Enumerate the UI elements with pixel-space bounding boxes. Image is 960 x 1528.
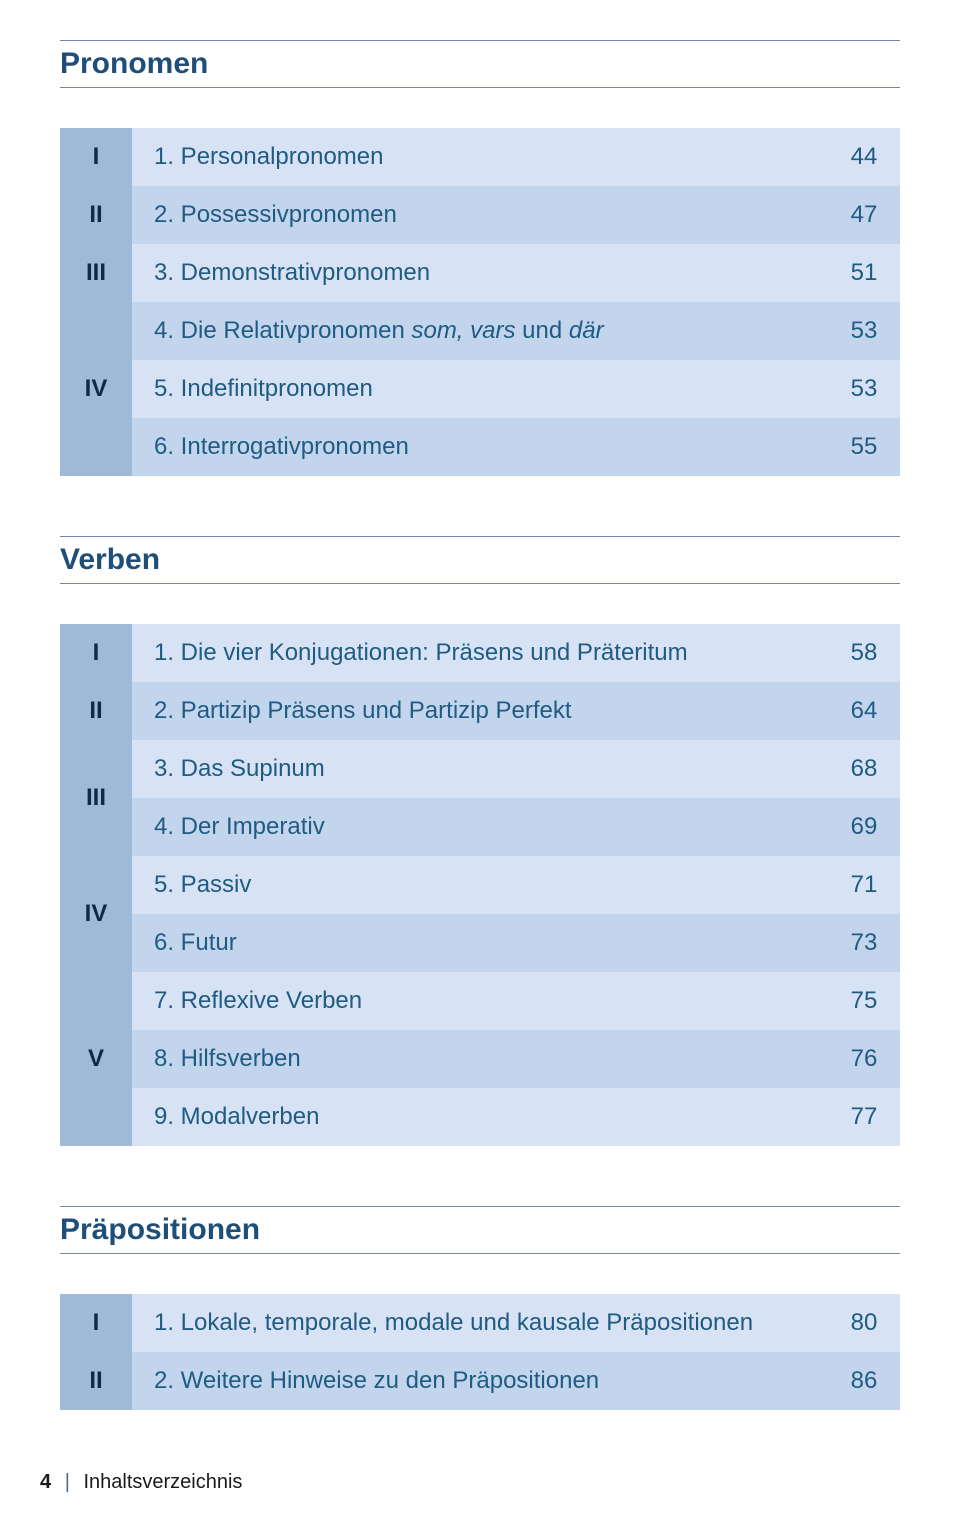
page-cell: 44 xyxy=(828,128,900,186)
table-row: 4. Der Imperativ 69 xyxy=(60,798,900,856)
section-title-praepositionen: Präpositionen xyxy=(60,1206,900,1254)
label-cell: 8. Hilfsverben xyxy=(132,1030,828,1088)
label-cell: 5. Passiv xyxy=(132,856,828,914)
table-row: II 2. Possessivpronomen 47 xyxy=(60,186,900,244)
toc-table-praepositionen: I 1. Lokale, temporale, modale und kausa… xyxy=(60,1294,900,1410)
label-cell: 7. Reflexive Verben xyxy=(132,972,828,1030)
table-row: II 2. Partizip Präsens und Partizip Perf… xyxy=(60,682,900,740)
table-row: IV 4. Die Relativpronomen som, vars und … xyxy=(60,302,900,360)
page-cell: 76 xyxy=(828,1030,900,1088)
table-row: II 2. Weitere Hinweise zu den Präpositio… xyxy=(60,1352,900,1410)
page-cell: 77 xyxy=(828,1088,900,1146)
table-row: 9. Modalverben 77 xyxy=(60,1088,900,1146)
label-cell: 1. Lokale, temporale, modale und kausale… xyxy=(132,1294,828,1352)
label-cell: 9. Modalverben xyxy=(132,1088,828,1146)
page-cell: 53 xyxy=(828,360,900,418)
roman-cell: III xyxy=(60,740,132,856)
page-cell: 68 xyxy=(828,740,900,798)
page-cell: 75 xyxy=(828,972,900,1030)
roman-cell: II xyxy=(60,682,132,740)
label-cell: 3. Demonstrativpronomen xyxy=(132,244,828,302)
section-title-verben: Verben xyxy=(60,536,900,584)
label-italic: som, vars xyxy=(411,317,515,344)
page-cell: 53 xyxy=(828,302,900,360)
table-row: I 1. Lokale, temporale, modale und kausa… xyxy=(60,1294,900,1352)
page-cell: 71 xyxy=(828,856,900,914)
page-cell: 64 xyxy=(828,682,900,740)
table-row: I 1. Personalpronomen 44 xyxy=(60,128,900,186)
roman-cell: IV xyxy=(60,302,132,476)
label-cell: 2. Partizip Präsens und Partizip Perfekt xyxy=(132,682,828,740)
label-cell: 3. Das Supinum xyxy=(132,740,828,798)
table-row: 5. Indefinitpronomen 53 xyxy=(60,360,900,418)
table-row: 6. Futur 73 xyxy=(60,914,900,972)
page-cell: 80 xyxy=(828,1294,900,1352)
page-cell: 73 xyxy=(828,914,900,972)
toc-table-verben: I 1. Die vier Konjugationen: Präsens und… xyxy=(60,624,900,1146)
page-cell: 69 xyxy=(828,798,900,856)
roman-cell: V xyxy=(60,972,132,1146)
roman-cell: II xyxy=(60,1352,132,1410)
label-cell: 2. Possessivpronomen xyxy=(132,186,828,244)
label-cell: 5. Indefinitpronomen xyxy=(132,360,828,418)
table-row: 8. Hilfsverben 76 xyxy=(60,1030,900,1088)
page-cell: 86 xyxy=(828,1352,900,1410)
footer-divider: | xyxy=(65,1471,70,1493)
footer-label: Inhaltsverzeichnis xyxy=(83,1471,242,1493)
table-row: V 7. Reflexive Verben 75 xyxy=(60,972,900,1030)
label-cell: 1. Die vier Konjugationen: Präsens und P… xyxy=(132,624,828,682)
label-text: und xyxy=(515,317,568,344)
label-text: 4. Die Relativpronomen xyxy=(154,317,411,344)
roman-cell: I xyxy=(60,128,132,186)
roman-cell: III xyxy=(60,244,132,302)
roman-cell: II xyxy=(60,186,132,244)
page-cell: 55 xyxy=(828,418,900,476)
label-italic: där xyxy=(569,317,604,344)
table-row: III 3. Demonstrativpronomen 51 xyxy=(60,244,900,302)
label-cell: 6. Futur xyxy=(132,914,828,972)
table-row: 6. Interrogativpronomen 55 xyxy=(60,418,900,476)
section-title-pronomen: Pronomen xyxy=(60,40,900,88)
page-number: 4 xyxy=(40,1471,51,1493)
page-cell: 47 xyxy=(828,186,900,244)
table-row: IV 5. Passiv 71 xyxy=(60,856,900,914)
label-cell: 2. Weitere Hinweise zu den Präpositionen xyxy=(132,1352,828,1410)
label-cell: 4. Der Imperativ xyxy=(132,798,828,856)
roman-cell: I xyxy=(60,624,132,682)
label-cell: 6. Interrogativpronomen xyxy=(132,418,828,476)
label-cell: 4. Die Relativpronomen som, vars und där xyxy=(132,302,828,360)
table-row: I 1. Die vier Konjugationen: Präsens und… xyxy=(60,624,900,682)
page-cell: 58 xyxy=(828,624,900,682)
page-footer: 4 | Inhaltsverzeichnis xyxy=(40,1471,242,1494)
page-cell: 51 xyxy=(828,244,900,302)
roman-cell: IV xyxy=(60,856,132,972)
table-row: III 3. Das Supinum 68 xyxy=(60,740,900,798)
toc-table-pronomen: I 1. Personalpronomen 44 II 2. Possessiv… xyxy=(60,128,900,476)
roman-cell: I xyxy=(60,1294,132,1352)
label-cell: 1. Personalpronomen xyxy=(132,128,828,186)
